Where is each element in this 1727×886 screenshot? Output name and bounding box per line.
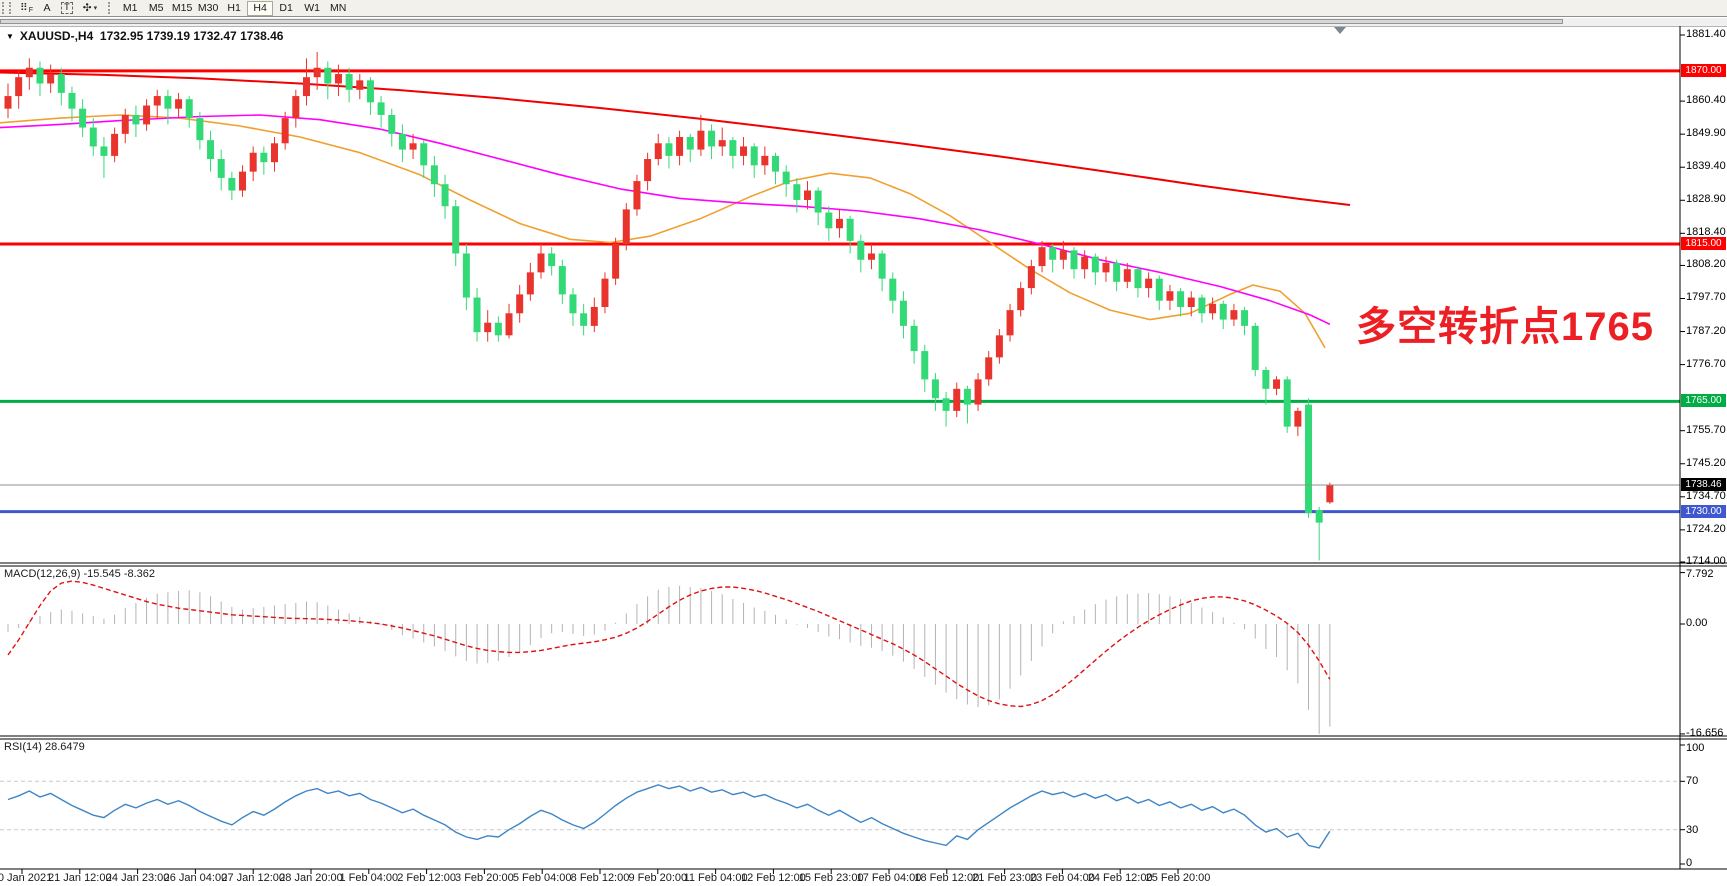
timeframe-w1-button[interactable]: W1 bbox=[304, 2, 320, 14]
moving-averages bbox=[0, 71, 1351, 349]
timeframe-mn-button[interactable]: MN bbox=[329, 2, 347, 14]
rsi-label: RSI(14) 28.6479 bbox=[4, 741, 85, 753]
price-level-lines bbox=[0, 69, 1680, 514]
toolbar-grip-handle[interactable] bbox=[2, 2, 11, 14]
rsi-panel bbox=[0, 780, 1680, 849]
timeframe-m30-button[interactable]: M30 bbox=[197, 2, 219, 14]
timeframe-d1-button[interactable]: D1 bbox=[279, 2, 293, 14]
timeframe-m15-button[interactable]: M15 bbox=[171, 2, 193, 14]
panel-borders bbox=[0, 25, 1727, 870]
scrollbar-thumb[interactable] bbox=[0, 19, 1563, 24]
timeframe-button-group: M1 M5 M15 M30 H1 H4 D1 W1 MN bbox=[117, 0, 351, 16]
grid-f-tool-icon[interactable]: ⠿ F bbox=[20, 2, 33, 14]
symbol-title: ▼ XAUUSD-,H4 1732.95 1739.19 1732.47 173… bbox=[6, 29, 283, 43]
timeframe-m1-button[interactable]: M1 bbox=[122, 2, 138, 14]
chart-h-scrollbar[interactable] bbox=[0, 18, 1727, 26]
axis-ticks bbox=[21, 34, 1685, 874]
macd-label: MACD(12,26,9) -15.545 -8.362 bbox=[4, 568, 156, 580]
symbol-ohlc-text: XAUUSD-,H4 1732.95 1739.19 1732.47 1738.… bbox=[19, 29, 284, 43]
toolbar-separator bbox=[108, 2, 111, 14]
timeframe-m5-button[interactable]: M5 bbox=[148, 2, 164, 14]
candles-layer bbox=[4, 51, 1334, 561]
modify-objects-tool-icon[interactable]: ✣ ▾ bbox=[82, 2, 98, 14]
annotation-text[interactable]: 多空转折点1765 bbox=[1356, 305, 1654, 349]
timeframe-h4-button[interactable]: H4 bbox=[247, 0, 274, 16]
text-tool-icon[interactable]: T bbox=[56, 1, 78, 16]
toolbar-icon-group: ⠿ F A T ✣ ▾ bbox=[15, 1, 102, 16]
toolbar: ⠿ F A T ✣ ▾ M1 M5 M15 M30 H1 H4 D1 W1 MN bbox=[0, 0, 1727, 17]
macd-panel bbox=[7, 580, 1331, 734]
chart-shift-marker-icon[interactable] bbox=[1334, 27, 1346, 34]
collapse-objects-icon[interactable]: ▼ bbox=[6, 31, 14, 41]
arrow-text-tool-icon[interactable]: A bbox=[43, 2, 51, 14]
timeframe-h1-button[interactable]: H1 bbox=[227, 2, 241, 14]
